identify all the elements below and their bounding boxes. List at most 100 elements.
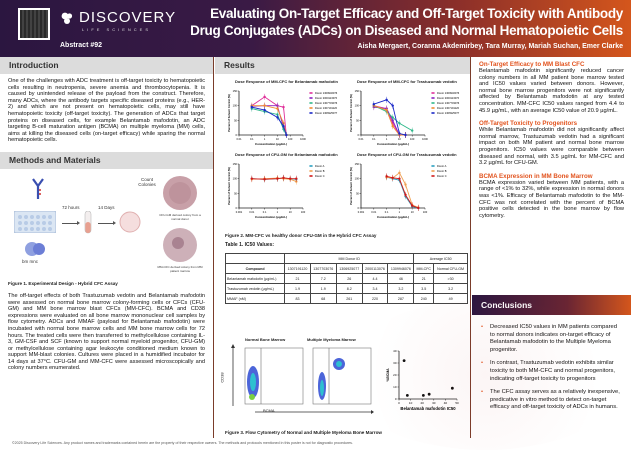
x-tick-label: 0.001 [358,210,365,214]
table-cell: 3.4 [361,283,389,294]
conclusions-list: Decreased IC50 values in MM patients com… [472,315,631,412]
well-plate-icon [14,210,56,233]
figure-3-caption: Figure 3. Flow Cytometry of Normal and M… [225,430,382,435]
x-tick-label: 0.1 [263,210,267,214]
legend-marker [310,175,312,177]
label-14-days: 14 Days [98,204,115,210]
y-tick-label: 100 [233,177,238,181]
x-tick-label: 10 [411,210,414,214]
findings-column: On-Target Efficacy to MM Blast CFC Belan… [472,57,631,438]
bcma-text: BCMA expression varied between MM patien… [479,179,624,219]
y-tick-label: 100 [233,104,238,108]
table-cell: 21 [284,273,311,284]
scatter-point [402,359,406,362]
column-header: 1307703076 [309,263,337,274]
x-tick-label: 0.01 [249,210,255,214]
introduction-heading: Introduction [0,57,213,74]
legend-marker [310,112,312,114]
y-axis-label: Percent of Solvent Control (%) [349,94,353,132]
legend-label: Donor 1309946076 [315,91,338,95]
table-row: Belantamab mafodotin (µg/mL) 21 7.2 26 4.4 46… [224,273,468,284]
introduction-text: One of the challenges with ADC treatment… [8,78,205,144]
y-tick-label: 0 [358,206,360,210]
poster-header: DISCOVERY LIFE SCIENCES Abstract #92 Eva… [0,0,631,57]
avg-header: Average IC50 [413,253,468,264]
legend-marker [432,97,434,99]
legend-label: Donor 1306925077 [437,111,460,115]
y-tick-label: 50 [356,118,359,122]
y-tick-label: 50 [356,191,359,195]
x-tick-label: 0.1 [372,137,376,141]
table-header-row: Compound 1307191120 1307703076 1306925077 20… [224,263,468,274]
methods-heading: Methods and Materials [0,151,213,169]
chart-svg: 0.01 0.1 1 10 100 1000 0 50 100 150 Concentration … [349,89,460,146]
scatter-point [405,394,409,397]
legend-marker [432,165,434,167]
y-tick-label: 50 [234,191,237,195]
legend-marker [432,112,434,114]
flow-cytometry-plots [231,344,374,414]
legend-marker [432,102,434,104]
conclusion-item: In contrast, Trastuzumab vedotin exhibit… [480,360,623,383]
row-label: MMAF (nM) [224,293,286,304]
table-corner [224,253,286,264]
x-tick-label: 1000 [422,137,428,141]
qr-code[interactable] [18,8,50,40]
x-tick-label: 0.01 [371,210,377,214]
x-tick-label: 1 [277,210,279,214]
x-axis-label: Concentration (µg/mL) [255,215,287,219]
series-line [251,96,287,136]
table-cell: 8.2 [335,283,363,294]
authors: Aisha Mergaert, Coranna Akdemirbey, Tara… [357,43,623,50]
y-tick-label: 100 [355,177,360,181]
table-cell: >30 [433,273,468,284]
x-tick-label: 0.1 [385,210,389,214]
logo-name: DISCOVERY [79,9,177,26]
legend-label: Donor C [437,174,447,178]
legend-label: Donor 1307703076 [315,101,338,105]
x-tick-label: 20 [421,401,425,405]
x-tick-label: 10 [289,210,292,214]
chart-title: Dose Response of CFU-GM for Trastuzumab … [357,152,457,157]
column-header: MM-CFC [413,263,435,274]
bcma-axis-label: BCMA [263,408,275,413]
results-heading: Results [215,57,470,74]
off-target-text: While Belantamab mafodotin did not signi… [479,127,624,167]
y-tick-label: 20 [393,373,397,377]
legend-label: Donor 2000113076 [315,96,338,100]
chart-svg: 0.001 0.01 0.1 1 10 100 0 50 100 150 Concentration… [227,162,325,219]
title-line-1: Evaluating On-Target Efficacy and Off-Ta… [210,6,623,21]
table-cell: 220 [361,293,389,304]
y-tick-label: 50 [234,118,237,122]
y-axis-label: Percent of Solvent Control (%) [227,167,231,205]
table-cell: 46 [387,273,415,284]
experimental-design-diagram: bm mnc 72 hours 14 Days Count Colonies C… [8,175,205,295]
table-cell: 3.2 [433,283,468,294]
x-axis-label: Concentration (µg/mL) [377,142,409,146]
y-tick-label: 30 [393,361,397,365]
y-tick-label: 150 [233,89,238,93]
column-header: 1306925077 [335,263,363,274]
y-tick-label: 150 [355,162,360,166]
chart-title: Dose Response of MM-CFC for Belantamab m… [235,79,338,84]
legend-marker [310,107,312,109]
series-line [373,105,406,136]
legend-label: Donor B [437,169,447,173]
y-axis-label: Percent of Solvent Control (%) [227,94,231,132]
legend-marker [432,175,434,177]
y-tick-label: 0 [236,133,238,137]
x-tick-label: 0.1 [250,137,254,141]
column-header: 1309946076 [387,263,415,274]
y-axis-label: Percent of Solvent Control (%) [349,167,353,205]
antibody-icon [32,178,44,199]
legend-marker [310,97,312,99]
table-title: Table 1. IC50 Values: [225,242,275,248]
x-tick-label: 100 [410,137,415,141]
table-cell: 1.9 [309,283,337,294]
table-cell: 261 [335,293,363,304]
mm-cfc-colony-image [163,227,197,262]
on-target-heading: On-Target Efficacy to MM Blast CFC [479,61,585,68]
x-axis-label: Concentration (µg/mL) [255,142,287,146]
legend-label: Donor A [315,164,325,168]
